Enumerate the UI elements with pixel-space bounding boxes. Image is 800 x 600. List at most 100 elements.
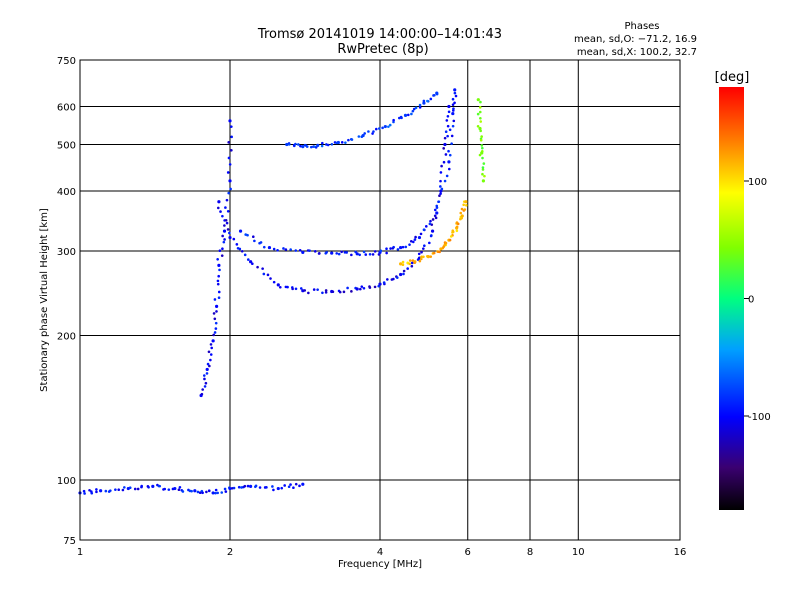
data-point-fill xyxy=(442,147,445,150)
data-point-fill xyxy=(418,103,422,107)
data-point-fill xyxy=(381,126,384,130)
y-tick-label: 75 xyxy=(63,536,76,547)
data-point-fill xyxy=(215,310,218,313)
data-point-fill xyxy=(146,485,150,488)
data-point-fill xyxy=(223,487,227,491)
data-point-fill xyxy=(289,483,292,486)
data-point-fill xyxy=(240,249,244,253)
data-point-fill xyxy=(123,486,126,489)
data-point xyxy=(238,229,243,233)
data-point-fill xyxy=(479,116,482,120)
data-point-fill xyxy=(178,485,182,489)
data-point-fill xyxy=(433,208,437,212)
colorbar-tick-label: -100 xyxy=(748,412,771,423)
data-point-fill xyxy=(345,251,348,254)
data-point-fill xyxy=(358,253,361,257)
data-point-fill xyxy=(228,163,232,166)
data-point xyxy=(453,88,457,92)
colorbar-ticks: 100 0 -100 xyxy=(744,177,771,423)
data-point-fill xyxy=(385,247,388,251)
data-point-fill xyxy=(410,261,414,265)
data-point-fill xyxy=(117,488,121,492)
data-point-fill xyxy=(220,254,224,257)
data-point-fill xyxy=(396,248,400,251)
data-point-fill xyxy=(436,250,440,254)
data-point-fill xyxy=(303,143,307,147)
colorbar-label: [deg] xyxy=(715,70,750,85)
y-tick-label: 400 xyxy=(57,187,76,198)
data-point xyxy=(228,119,232,123)
data-point-fill xyxy=(225,221,229,225)
data-point-fill xyxy=(337,252,341,256)
data-point-fill xyxy=(478,110,482,114)
data-point xyxy=(173,486,177,491)
data-point-fill xyxy=(226,171,230,174)
data-point xyxy=(211,491,215,495)
data-point xyxy=(422,101,426,105)
data-point-fill xyxy=(208,364,211,368)
chart-subtitle: RwPretec (8p) xyxy=(337,42,428,57)
data-point-fill xyxy=(478,106,482,109)
data-point-fill xyxy=(140,484,143,488)
data-point-fill xyxy=(429,97,433,101)
data-point-fill xyxy=(246,258,250,261)
data-point xyxy=(301,145,305,149)
data-point-fill xyxy=(408,243,411,246)
x-tick-label: 6 xyxy=(465,547,471,558)
data-point-fill xyxy=(412,240,415,244)
data-point-fill xyxy=(408,259,412,262)
data-point-fill xyxy=(476,124,480,128)
data-point-fill xyxy=(230,135,233,139)
data-point-fill xyxy=(221,214,224,218)
data-point-fill xyxy=(204,381,208,385)
data-point xyxy=(480,151,484,155)
data-point-fill xyxy=(433,93,436,97)
data-point-fill xyxy=(213,331,217,334)
data-point xyxy=(361,133,365,138)
data-point-fill xyxy=(297,143,300,146)
data-point-fill xyxy=(379,249,383,253)
data-point-fill xyxy=(227,156,231,160)
data-point xyxy=(228,179,232,183)
data-point-fill xyxy=(230,125,233,128)
data-point-fill xyxy=(283,484,286,487)
x-tick-label: 8 xyxy=(527,547,533,558)
data-point xyxy=(151,484,155,488)
data-point-fill xyxy=(443,179,447,183)
data-point-fill xyxy=(223,238,226,241)
data-point-fill xyxy=(344,141,347,144)
data-point-fill xyxy=(237,485,241,489)
data-point-fill xyxy=(272,488,275,492)
data-points xyxy=(78,88,486,495)
colorbar-tick-label: 0 xyxy=(748,295,754,306)
data-point-fill xyxy=(227,141,230,144)
data-point-fill xyxy=(287,143,291,146)
x-tick-label: 4 xyxy=(377,547,383,558)
data-point-fill xyxy=(422,247,425,250)
data-point xyxy=(301,250,305,255)
data-point-fill xyxy=(392,118,395,122)
data-point xyxy=(276,486,280,491)
data-point-fill xyxy=(371,253,375,256)
data-point-fill xyxy=(254,484,258,488)
data-point-fill xyxy=(201,491,204,495)
data-point-fill xyxy=(362,250,366,254)
data-point-fill xyxy=(321,291,324,295)
data-point-fill xyxy=(442,245,445,249)
data-point-fill xyxy=(224,490,228,493)
data-point-fill xyxy=(292,486,295,490)
data-point-fill xyxy=(374,127,378,131)
colorbar-tick-label: 100 xyxy=(748,177,767,188)
data-point-fill xyxy=(203,385,207,388)
data-point-fill xyxy=(443,136,447,140)
data-point-fill xyxy=(373,250,377,253)
data-point xyxy=(447,160,451,164)
data-point-fill xyxy=(266,273,270,277)
data-point-fill xyxy=(455,225,459,229)
data-point-fill xyxy=(418,106,422,109)
data-point xyxy=(276,283,280,287)
data-point-fill xyxy=(422,255,425,259)
data-point-fill xyxy=(453,101,456,105)
grid xyxy=(80,60,680,540)
